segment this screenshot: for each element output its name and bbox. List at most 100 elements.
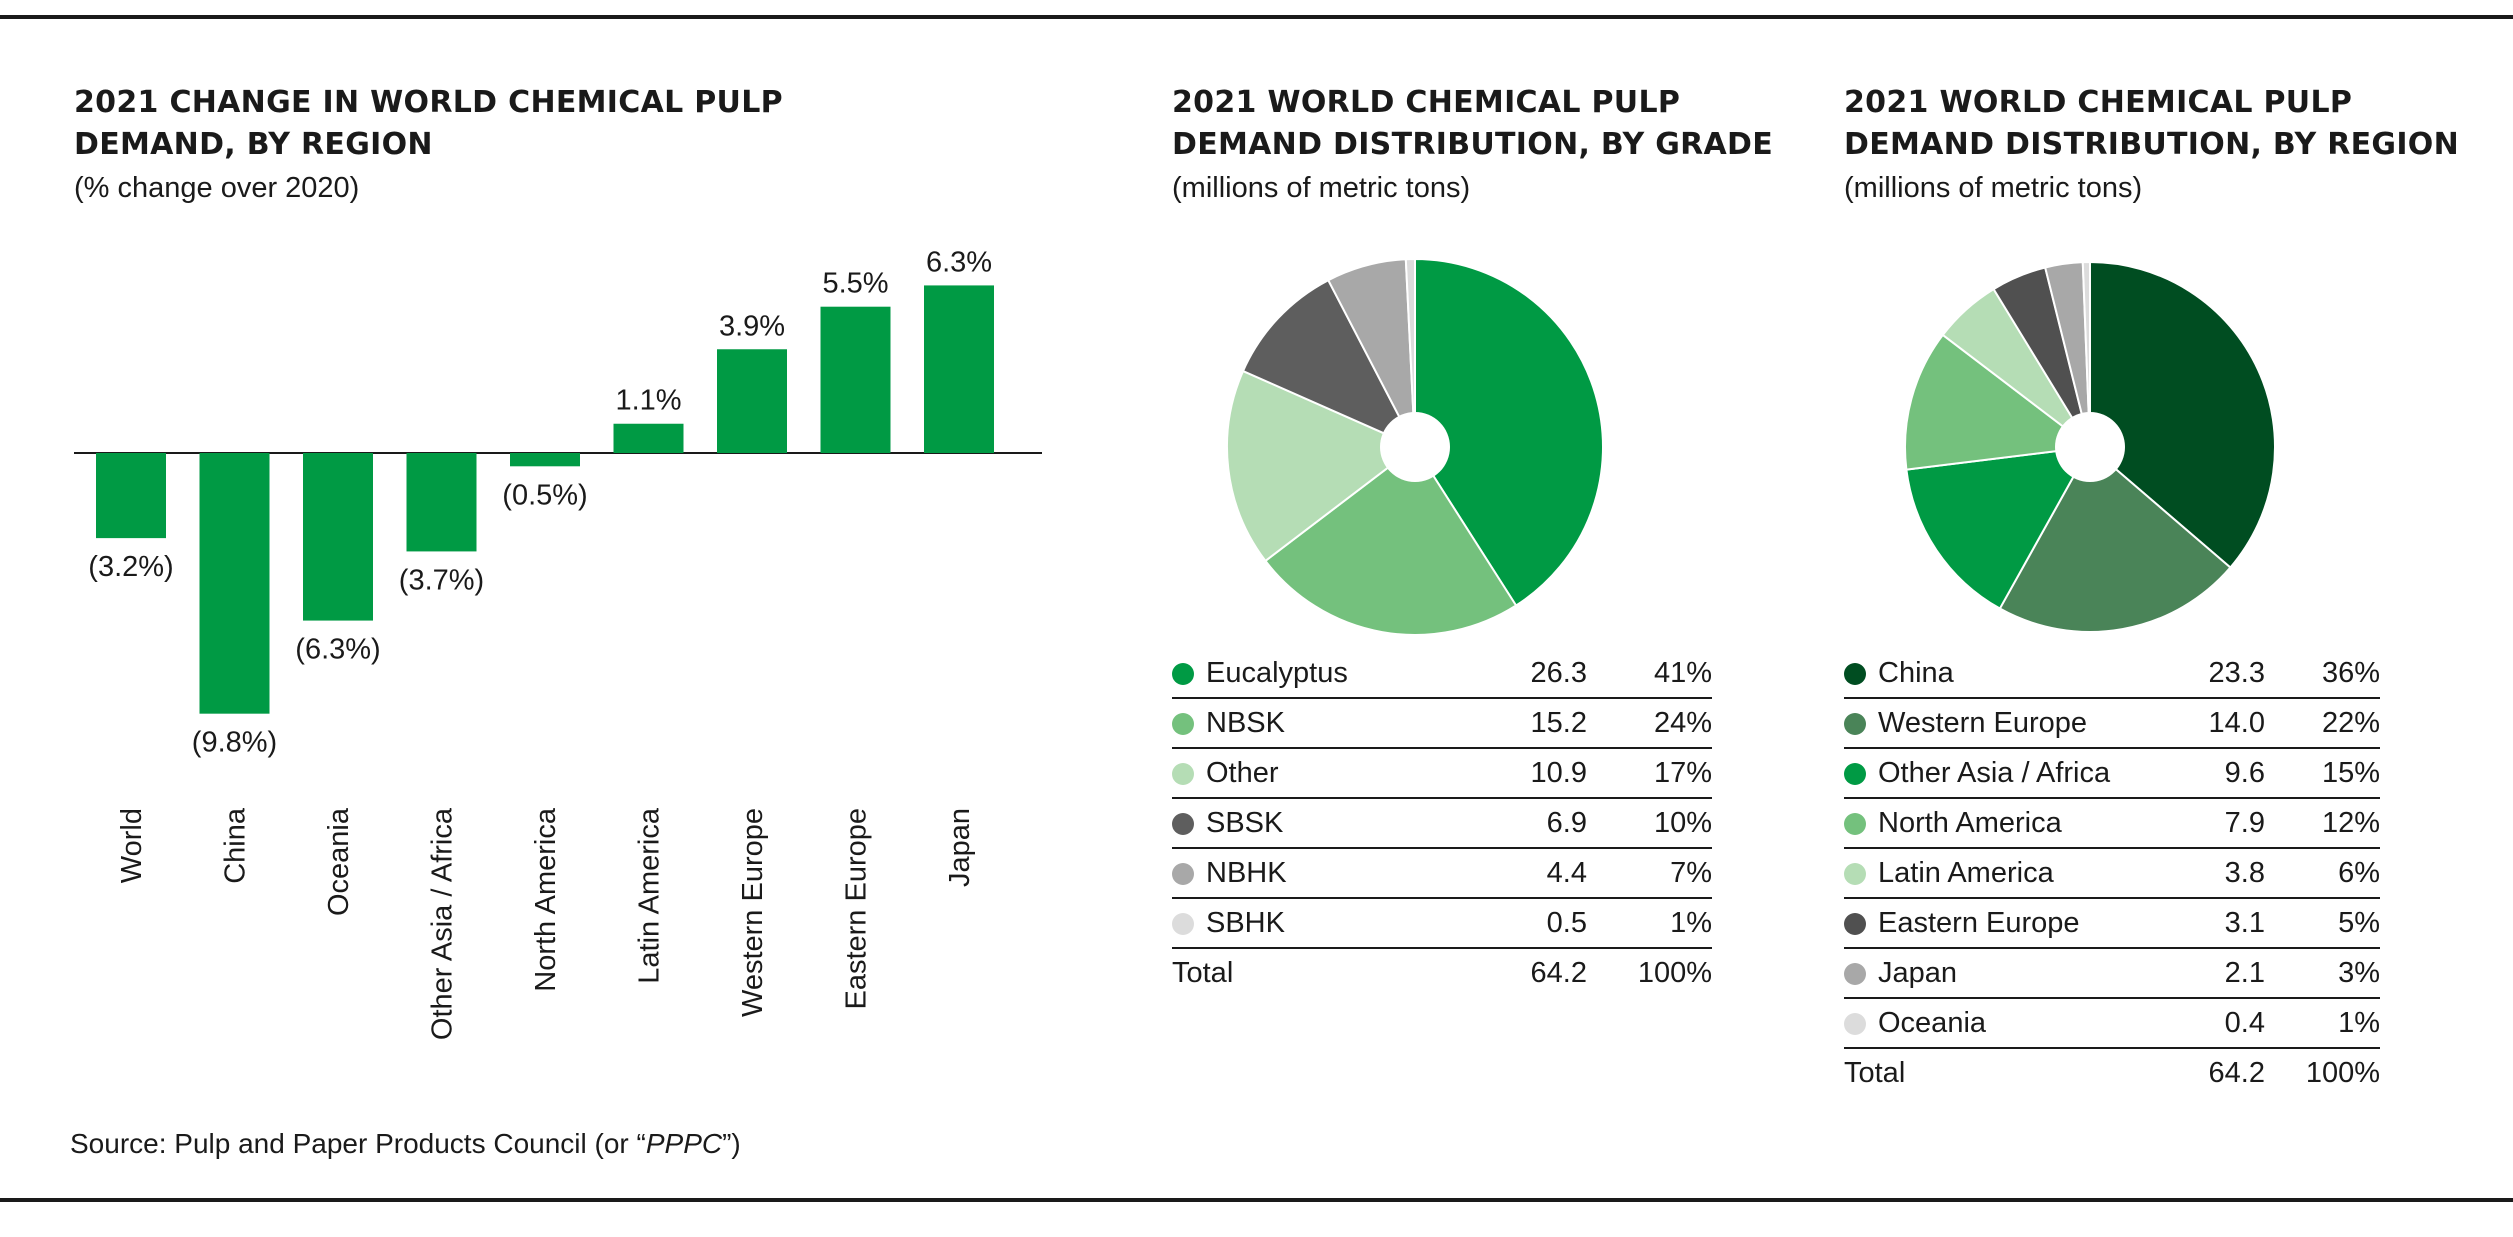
region-pie-slice-3 bbox=[1905, 445, 2092, 610]
region-pie-title: 2021 WORLD CHEMICAL PULP DEMAND DISTRIBU… bbox=[1844, 82, 2459, 166]
grade-pie-center-hole bbox=[1380, 412, 1450, 482]
bar-value-label: 5.5% bbox=[822, 268, 888, 300]
legend-value: 0.5 bbox=[1472, 898, 1587, 949]
legend-value: 2.1 bbox=[2165, 948, 2265, 999]
legend-swatch bbox=[1172, 912, 1194, 935]
legend-label-cell: Eastern Europe bbox=[1844, 898, 2165, 949]
legend-percent: 5% bbox=[2265, 898, 2380, 949]
bar-7 bbox=[717, 349, 787, 453]
bar-category-label: Other Asia / Africa bbox=[427, 807, 459, 1040]
legend-label: Japan bbox=[1878, 956, 1958, 989]
legend-value: 9.6 bbox=[2165, 748, 2265, 799]
legend-percent: 12% bbox=[2265, 798, 2380, 849]
region-pie-slice-8 bbox=[2081, 260, 2091, 448]
legend-value: 7.9 bbox=[2165, 798, 2265, 849]
region-pie-center-hole bbox=[2055, 412, 2125, 482]
legend-value: 15.2 bbox=[1472, 698, 1587, 749]
legend-swatch bbox=[1172, 762, 1194, 785]
region-legend-row: Latin America 3.8 6% bbox=[1844, 848, 2380, 899]
legend-percent: 10% bbox=[1587, 798, 1712, 849]
bar-category-label: Oceania bbox=[323, 807, 355, 916]
bar-3 bbox=[303, 453, 373, 621]
bar-4 bbox=[406, 453, 477, 552]
bar-5 bbox=[510, 453, 580, 467]
region-legend-row: Oceania 0.4 1% bbox=[1844, 998, 2380, 1049]
region-legend-row: Other Asia / Africa 9.6 15% bbox=[1844, 748, 2380, 799]
legend-percent: 15% bbox=[2265, 748, 2380, 799]
region-legend-total-row: Total 64.2 100% bbox=[1844, 1048, 2380, 1097]
legend-percent: 6% bbox=[2265, 848, 2380, 899]
grade-legend-row: NBSK 15.2 24% bbox=[1172, 698, 1712, 749]
region-pie-title-line2: DEMAND DISTRIBUTION, BY REGION bbox=[1844, 127, 2460, 162]
legend-swatch bbox=[1172, 712, 1194, 735]
bar-8 bbox=[820, 306, 891, 453]
bar-chart-subtitle: (% change over 2020) bbox=[74, 172, 360, 204]
bar-category-label: World bbox=[116, 808, 148, 883]
legend-label-cell: Western Europe bbox=[1844, 698, 2165, 749]
legend-label-cell: SBSK bbox=[1172, 798, 1472, 849]
region-pie-title-line1: 2021 WORLD CHEMICAL PULP bbox=[1844, 85, 2353, 120]
legend-percent: 24% bbox=[1587, 698, 1712, 749]
bar-value-label: (9.8%) bbox=[192, 727, 277, 759]
bar-6 bbox=[613, 423, 684, 453]
legend-label: Western Europe bbox=[1878, 706, 2088, 739]
bar-value-label: (3.2%) bbox=[88, 551, 173, 583]
legend-label: SBHK bbox=[1206, 906, 1285, 939]
legend-percent: 1% bbox=[1587, 898, 1712, 949]
legend-label: China bbox=[1878, 656, 1954, 689]
bar-value-label: (0.5%) bbox=[502, 479, 587, 511]
grade-legend-row: Other 10.9 17% bbox=[1172, 748, 1712, 799]
legend-label: North America bbox=[1878, 806, 2062, 839]
legend-value: 3.1 bbox=[2165, 898, 2265, 949]
legend-swatch bbox=[1844, 862, 1866, 885]
region-legend-row: Japan 2.1 3% bbox=[1844, 948, 2380, 999]
grade-pie-slice-6 bbox=[1404, 257, 1416, 448]
legend-label: Total bbox=[1172, 956, 1234, 989]
source-note: Source: Pulp and Paper Products Council … bbox=[70, 1128, 741, 1160]
legend-label: SBSK bbox=[1206, 806, 1284, 839]
region-legend-row: Eastern Europe 3.1 5% bbox=[1844, 898, 2380, 949]
legend-swatch bbox=[1844, 1012, 1866, 1035]
legend-label-cell: Other Asia / Africa bbox=[1844, 748, 2165, 799]
legend-value: 10.9 bbox=[1472, 748, 1587, 799]
region-pie-subtitle: (millions of metric tons) bbox=[1844, 172, 2143, 204]
legend-label-cell: Total bbox=[1172, 948, 1472, 997]
legend-value: 4.4 bbox=[1472, 848, 1587, 899]
bar-category-label: China bbox=[220, 807, 252, 884]
legend-label-cell: North America bbox=[1844, 798, 2165, 849]
legend-percent: 17% bbox=[1587, 748, 1712, 799]
legend-value: 23.3 bbox=[2165, 649, 2265, 699]
legend-percent: 3% bbox=[2265, 948, 2380, 999]
region-legend-table: China 23.3 36% Western Europe 14.0 22% Other A… bbox=[1844, 649, 2380, 1097]
region-pie-slice-1 bbox=[2089, 260, 2276, 569]
grade-pie-title: 2021 WORLD CHEMICAL PULP DEMAND DISTRIBU… bbox=[1172, 82, 1773, 166]
legend-percent: 7% bbox=[1587, 848, 1712, 899]
grade-legend-row: NBHK 4.4 7% bbox=[1172, 848, 1712, 899]
bar-chart-title: 2021 CHANGE IN WORLD CHEMICAL PULP DEMAN… bbox=[74, 82, 783, 166]
source-close: ”) bbox=[722, 1128, 741, 1159]
region-legend-row: North America 7.9 12% bbox=[1844, 798, 2380, 849]
legend-label: NBSK bbox=[1206, 706, 1285, 739]
legend-value: 64.2 bbox=[2208, 1056, 2265, 1089]
legend-swatch bbox=[1844, 712, 1866, 735]
bar-value-label: (6.3%) bbox=[295, 634, 380, 666]
region-pie-slice-2 bbox=[1998, 445, 2232, 633]
source-text: Source: Pulp and Paper Products Council … bbox=[70, 1128, 646, 1159]
region-pie-slice-4 bbox=[1903, 333, 2093, 471]
region-legend-row: Western Europe 14.0 22% bbox=[1844, 698, 2380, 749]
legend-label-cell: SBHK bbox=[1172, 898, 1472, 949]
bar-category-label: Latin America bbox=[634, 807, 666, 984]
grade-pie-subtitle: (millions of metric tons) bbox=[1172, 172, 1471, 204]
grade-legend-row: SBHK 0.5 1% bbox=[1172, 898, 1712, 949]
legend-label: Eastern Europe bbox=[1878, 906, 2080, 939]
legend-label-cell: Eucalyptus bbox=[1172, 649, 1472, 699]
legend-percent: 1% bbox=[2265, 998, 2380, 1049]
bar-value-label: 6.3% bbox=[926, 246, 992, 278]
grade-legend-table: Eucalyptus 26.3 41% NBSK 15.2 24% Other 10.9 17%… bbox=[1172, 649, 1712, 997]
legend-label: Eucalyptus bbox=[1206, 656, 1348, 689]
legend-label: Total bbox=[1844, 1056, 1906, 1089]
bar-value-label: 3.9% bbox=[719, 310, 785, 342]
legend-label: NBHK bbox=[1206, 856, 1287, 889]
legend-label-cell: NBSK bbox=[1172, 698, 1472, 749]
legend-swatch bbox=[1844, 962, 1866, 985]
